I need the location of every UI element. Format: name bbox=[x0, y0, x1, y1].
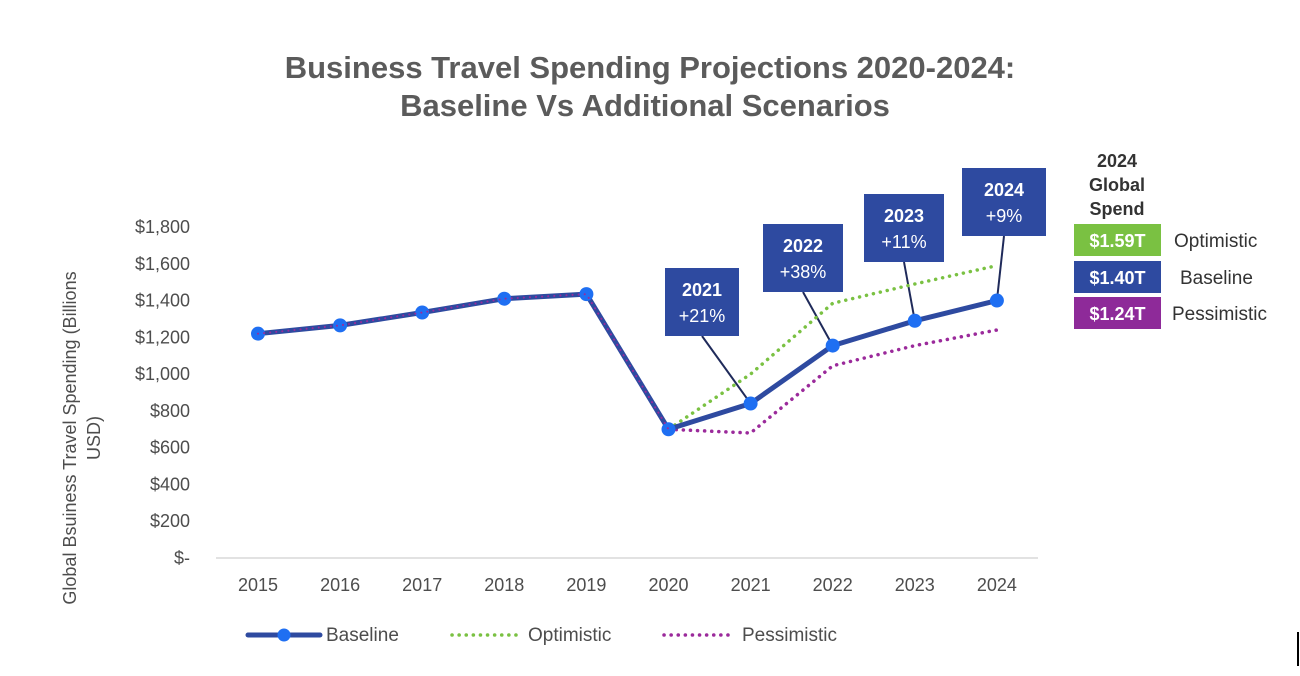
y-tick-label: $200 bbox=[150, 511, 190, 531]
baseline-point bbox=[743, 396, 758, 411]
callout-box bbox=[962, 168, 1046, 236]
callout-change: +21% bbox=[679, 306, 726, 326]
y-tick-label: $1,800 bbox=[135, 217, 190, 237]
series-overlay-pessimistic bbox=[257, 293, 670, 431]
callout-box bbox=[665, 268, 739, 336]
callout-2024: 2024 +9% bbox=[962, 168, 1046, 236]
x-tick-label: 2015 bbox=[238, 575, 278, 595]
callout-year: 2022 bbox=[783, 236, 823, 256]
growth-callouts: 2021 +21% 2022 +38% 2023 +11% 2024 +9% bbox=[665, 168, 1046, 336]
y-tick-label: $- bbox=[174, 548, 190, 568]
spend-label: Optimistic bbox=[1174, 231, 1257, 252]
callout-year: 2021 bbox=[682, 280, 722, 300]
y-tick-label: $800 bbox=[150, 401, 190, 421]
baseline-point bbox=[825, 338, 840, 353]
baseline-point bbox=[579, 287, 594, 302]
callout-connector-line bbox=[701, 335, 752, 405]
side-panel-heading: Global bbox=[1089, 175, 1145, 195]
series-line-baseline bbox=[255, 291, 1000, 432]
y-tick-label: $600 bbox=[150, 438, 190, 458]
spend-badge bbox=[1074, 224, 1161, 256]
y-axis-label-line-2: USD) bbox=[84, 416, 104, 460]
legend: Baseline Optimistic Pessimistic bbox=[245, 625, 837, 646]
y-tick-label: $1,200 bbox=[135, 327, 190, 347]
baseline-point bbox=[497, 291, 512, 306]
x-tick-label: 2020 bbox=[648, 575, 688, 595]
x-tick-label: 2022 bbox=[813, 575, 853, 595]
spend-badge bbox=[1074, 297, 1161, 329]
baseline-point bbox=[989, 293, 1004, 308]
baseline-point bbox=[907, 313, 922, 328]
spend-row-optimistic: $1.59T Optimistic bbox=[1074, 224, 1257, 256]
callout-box bbox=[864, 194, 944, 262]
spend-value: $1.24T bbox=[1089, 304, 1145, 324]
legend-item-pessimistic: Pessimistic bbox=[662, 625, 837, 646]
callout-box bbox=[763, 224, 843, 292]
text-cursor bbox=[1297, 632, 1299, 666]
y-tick-label: $1,600 bbox=[135, 254, 190, 274]
callout-2022: 2022 +38% bbox=[763, 224, 843, 292]
y-tick-label: $1,400 bbox=[135, 291, 190, 311]
spend-badge bbox=[1074, 261, 1161, 293]
plot-series bbox=[251, 263, 1004, 437]
spend-row-baseline: $1.40T Baseline bbox=[1074, 261, 1253, 293]
callout-change: +11% bbox=[881, 232, 926, 252]
callout-2021: 2021 +21% bbox=[665, 268, 739, 336]
series-line-optimistic bbox=[256, 263, 999, 432]
callout-connector-line bbox=[903, 261, 916, 321]
spend-row-pessimistic: $1.24T Pessimistic bbox=[1074, 297, 1267, 329]
chart-title: Business Travel Spending Projections 202… bbox=[285, 50, 1016, 123]
x-tick-label: 2016 bbox=[320, 575, 360, 595]
x-tick-label: 2018 bbox=[484, 575, 524, 595]
chart-title-line-2: Baseline Vs Additional Scenarios bbox=[400, 88, 890, 123]
global-spend-panel: 2024 Global Spend $1.59T Optimistic $1.40T Bas… bbox=[1074, 151, 1267, 329]
chart-title-line-1: Business Travel Spending Projections 202… bbox=[285, 50, 1016, 85]
callout-2023: 2023 +11% bbox=[864, 194, 944, 262]
x-tick-label: 2019 bbox=[566, 575, 606, 595]
callout-connector-line bbox=[995, 235, 1005, 301]
x-axis-ticks: 2015 2016 2017 2018 2019 2020 2021 2022 2023 2024 bbox=[238, 575, 1017, 595]
y-axis-label: Global Bsuiness Travel Spending (Billion… bbox=[60, 271, 104, 604]
x-tick-label: 2021 bbox=[731, 575, 771, 595]
legend-label: Pessimistic bbox=[742, 625, 837, 646]
x-tick-label: 2017 bbox=[402, 575, 442, 595]
x-tick-label: 2024 bbox=[977, 575, 1017, 595]
legend-label: Optimistic bbox=[528, 625, 611, 646]
side-panel-heading: 2024 bbox=[1097, 151, 1137, 171]
callout-change: +9% bbox=[986, 206, 1023, 226]
side-panel-heading: Spend bbox=[1089, 199, 1144, 219]
y-axis-label-line-1: Global Bsuiness Travel Spending (Billion… bbox=[60, 271, 80, 604]
callout-year: 2023 bbox=[884, 206, 924, 226]
callout-year: 2024 bbox=[984, 180, 1024, 200]
callout-connectors bbox=[701, 235, 1005, 405]
callout-connector-line bbox=[802, 291, 834, 347]
spend-label: Baseline bbox=[1180, 268, 1253, 289]
spend-label: Pessimistic bbox=[1172, 304, 1267, 325]
y-tick-label: $1,000 bbox=[135, 364, 190, 384]
baseline-point bbox=[661, 422, 676, 437]
callout-change: +38% bbox=[780, 262, 827, 282]
spend-value: $1.59T bbox=[1089, 231, 1145, 251]
y-tick-label: $400 bbox=[150, 474, 190, 494]
legend-item-baseline: Baseline bbox=[245, 625, 399, 646]
legend-label: Baseline bbox=[326, 625, 399, 646]
y-axis-ticks: $- $200 $400 $600 $800 $1,000 $1,200 $1,400 $1,6… bbox=[135, 217, 190, 568]
legend-marker bbox=[277, 628, 291, 642]
spend-value: $1.40T bbox=[1089, 268, 1145, 288]
baseline-point bbox=[333, 318, 348, 333]
legend-item-optimistic: Optimistic bbox=[450, 625, 611, 646]
x-tick-label: 2023 bbox=[895, 575, 935, 595]
